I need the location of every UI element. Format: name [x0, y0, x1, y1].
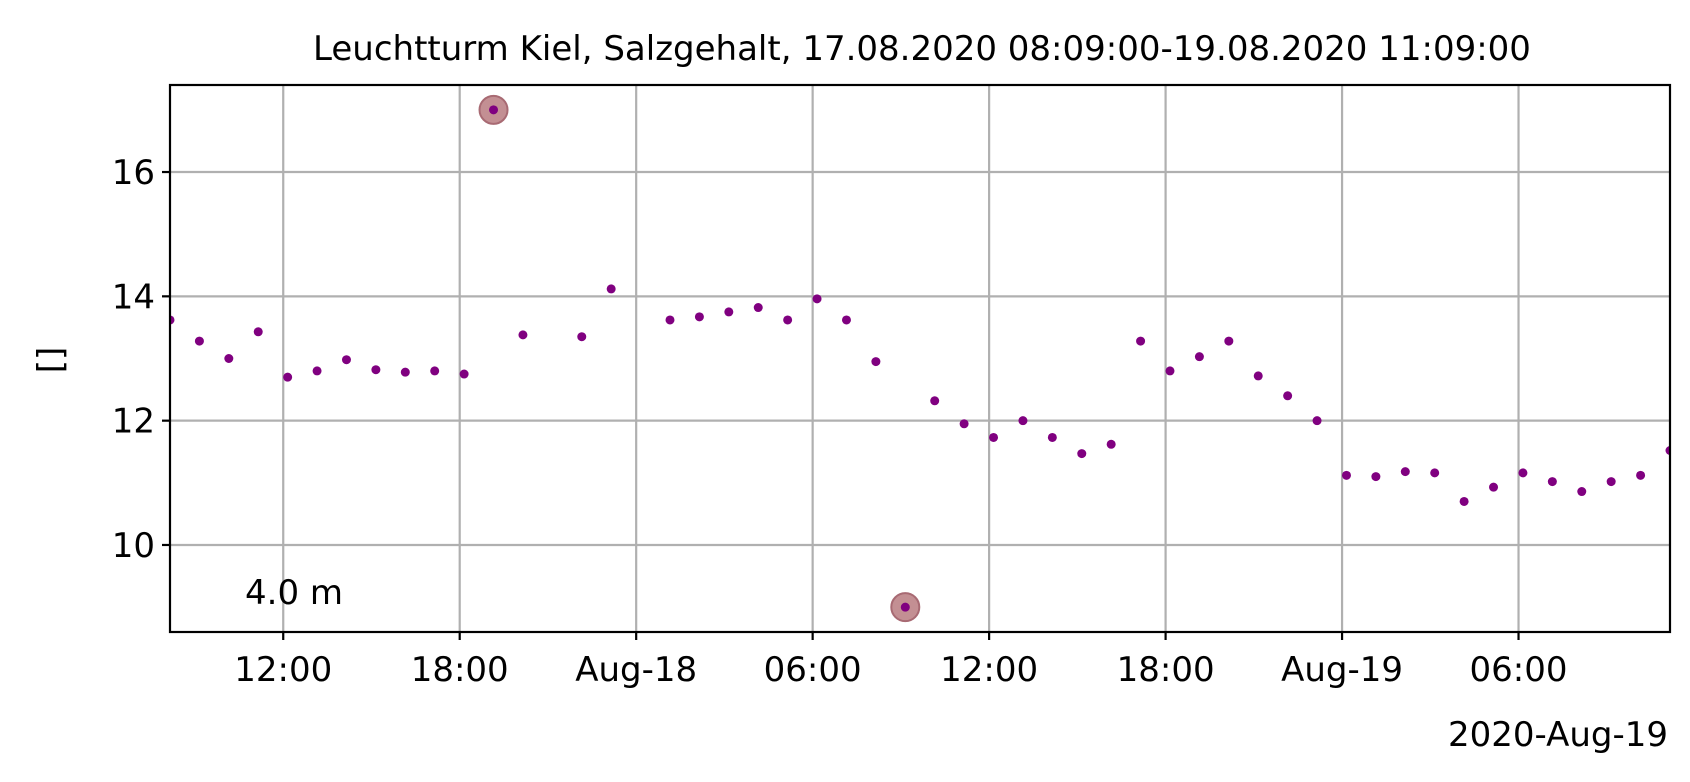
- data-point: [1341, 470, 1351, 480]
- data-point: [930, 396, 940, 406]
- data-point: [1312, 416, 1322, 426]
- data-point: [224, 354, 234, 363]
- data-point: [1547, 477, 1557, 487]
- data-point: [1518, 468, 1528, 478]
- grid: [170, 85, 1670, 632]
- data-point: [900, 602, 910, 612]
- data-point: [1047, 432, 1057, 442]
- data-point: [783, 315, 793, 325]
- data-point: [341, 355, 351, 365]
- data-point: [194, 336, 204, 346]
- x-tick-label: Aug-19: [1281, 650, 1403, 690]
- data-point: [1194, 352, 1204, 362]
- data-point: [1106, 439, 1116, 449]
- data-point: [665, 315, 675, 325]
- y-tick-label: 14: [112, 277, 155, 317]
- data-point: [430, 366, 440, 376]
- data-point: [253, 327, 263, 337]
- data-point: [489, 105, 499, 115]
- data-point: [1489, 482, 1499, 492]
- data-point: [518, 330, 528, 340]
- x-tick-label: 06:00: [764, 650, 862, 690]
- data-point: [694, 312, 704, 322]
- data-point: [1430, 468, 1440, 478]
- data-point: [1224, 336, 1234, 346]
- data-point: [959, 419, 969, 429]
- data-point: [841, 315, 851, 325]
- data-point: [1459, 496, 1469, 506]
- data-point: [170, 315, 175, 325]
- data-points: [170, 94, 1670, 623]
- data-point: [400, 367, 410, 377]
- data-point: [1018, 416, 1028, 426]
- data-point: [724, 307, 734, 317]
- data-point: [459, 369, 469, 379]
- data-point: [1606, 477, 1616, 487]
- x-tick-label: Aug-18: [575, 650, 697, 690]
- x-axis-offset-label: 2020-Aug-19: [1448, 715, 1668, 755]
- data-point: [1253, 371, 1263, 381]
- data-point: [812, 294, 822, 304]
- data-point: [312, 366, 322, 376]
- data-point: [283, 372, 293, 382]
- chart-title: Leuchtturm Kiel, Salzgehalt, 17.08.2020 …: [313, 29, 1531, 69]
- data-point: [1283, 391, 1293, 401]
- x-tick-label: 06:00: [1470, 650, 1568, 690]
- data-point: [1665, 445, 1670, 455]
- depth-annotation: 4.0 m: [245, 573, 343, 613]
- data-point: [871, 357, 881, 367]
- data-point: [1136, 336, 1146, 346]
- data-point: [1577, 487, 1587, 497]
- x-tick-label: 12:00: [940, 650, 1038, 690]
- x-tick-label: 18:00: [1117, 650, 1215, 690]
- x-tick-label: 18:00: [411, 650, 509, 690]
- data-point: [1165, 366, 1175, 376]
- y-axis-label: []: [31, 347, 71, 374]
- axis-ticks: 12:00 18:00 Aug-18 06:00 12:00 18:00 Aug-19 06:…: [112, 153, 1568, 690]
- data-point: [577, 332, 587, 342]
- plot-frame: [168, 83, 1672, 634]
- data-point: [1400, 467, 1410, 477]
- data-point: [1371, 472, 1381, 482]
- data-point: [1077, 449, 1087, 459]
- data-point: [989, 432, 999, 442]
- y-tick-label: 16: [112, 153, 155, 193]
- data-point: [1636, 470, 1646, 480]
- y-tick-label: 10: [112, 526, 155, 566]
- data-point: [371, 365, 381, 375]
- x-tick-label: 12:00: [234, 650, 332, 690]
- data-point: [753, 303, 763, 313]
- y-tick-label: 12: [112, 402, 155, 442]
- data-point: [606, 284, 616, 294]
